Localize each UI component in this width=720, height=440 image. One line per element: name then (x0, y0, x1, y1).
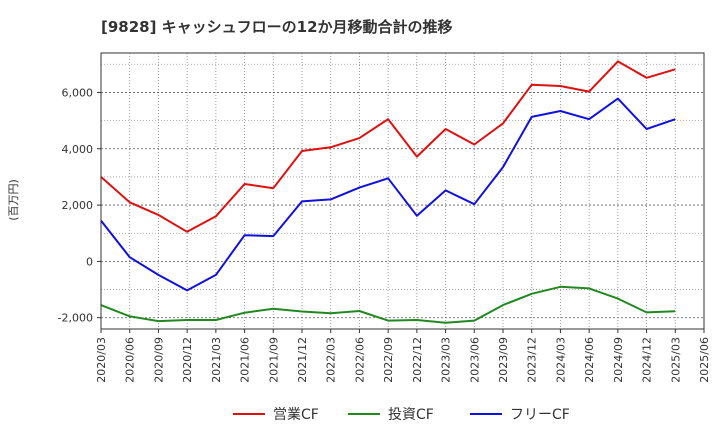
x-tick-label: 2022/06 (353, 337, 366, 383)
grid-layer (101, 53, 704, 329)
y-axis-ticks: -2,000 0 2,000 4,000 6,000 (58, 86, 101, 325)
x-axis-ticks: 2020/03 2020/06 2020/09 2020/12 2021/03 2021/… (95, 329, 711, 383)
x-tick-label: 2023/03 (440, 337, 453, 383)
x-tick-label: 2020/06 (124, 337, 137, 383)
x-tick-label: 2023/06 (468, 337, 481, 383)
y-tick-label: 4,000 (62, 143, 94, 156)
legend-label: 投資CF (388, 407, 434, 423)
x-tick-label: 2021/03 (210, 337, 223, 383)
legend: 営業CF 投資CF フリーCF (233, 407, 570, 423)
x-tick-label: 2020/12 (181, 337, 194, 383)
x-tick-label: 2022/09 (382, 337, 395, 383)
series-line-フリーCF (100, 97, 676, 292)
legend-label: 営業CF (273, 407, 319, 423)
x-tick-label: 2021/06 (239, 337, 252, 383)
y-tick-label: 2,000 (62, 199, 94, 212)
chart-title: [9828] キャッシュフローの12か月移動合計の推移 (101, 18, 453, 36)
x-tick-label: 2024/12 (641, 337, 654, 383)
plot-frame (100, 52, 705, 330)
series-line-営業CF (100, 60, 676, 233)
x-tick-label: 2020/09 (152, 337, 165, 383)
y-tick-label: 6,000 (62, 86, 94, 99)
x-tick-label: 2024/03 (554, 337, 567, 383)
x-tick-label: 2025/03 (669, 337, 682, 383)
x-tick-label: 2024/09 (612, 337, 625, 383)
x-tick-label: 2022/12 (411, 337, 424, 383)
x-tick-label: 2020/03 (95, 337, 108, 383)
series-layer (100, 60, 676, 324)
x-tick-label: 2022/03 (325, 337, 338, 383)
y-tick-label: -2,000 (58, 312, 93, 325)
x-tick-label: 2023/09 (497, 337, 510, 383)
x-tick-label: 2024/06 (583, 337, 596, 383)
x-tick-label: 2023/12 (526, 337, 539, 383)
y-axis-label: (百万円) (7, 179, 20, 221)
legend-label: フリーCF (510, 407, 570, 423)
x-tick-label: 2025/06 (698, 337, 711, 383)
x-tick-label: 2021/09 (267, 337, 280, 383)
x-tick-label: 2021/12 (296, 337, 309, 383)
y-tick-label: 0 (86, 255, 93, 268)
series-line-投資CF (100, 285, 676, 324)
